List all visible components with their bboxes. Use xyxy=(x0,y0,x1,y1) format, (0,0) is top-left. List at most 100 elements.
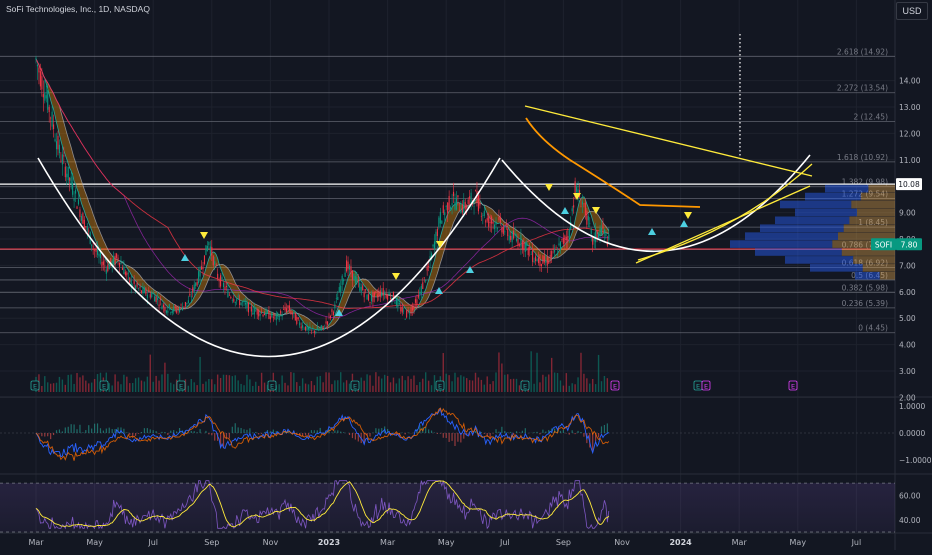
candle-body xyxy=(399,303,400,304)
time-tick-label: 2023 xyxy=(318,538,340,547)
candle-body xyxy=(432,245,433,247)
candle-body xyxy=(243,301,244,303)
candle-body xyxy=(356,277,357,283)
candle-body xyxy=(232,300,233,301)
candle-body xyxy=(437,229,438,236)
macd-histogram-bar xyxy=(38,433,39,434)
ema-fast xyxy=(36,59,609,330)
profile-bar xyxy=(844,224,895,232)
candle-body xyxy=(384,293,385,294)
candle-body xyxy=(515,234,516,235)
candle-body xyxy=(371,295,372,301)
volume-bar xyxy=(507,374,508,392)
price-axis[interactable]: 14.0013.0012.0011.0010.009.008.007.006.0… xyxy=(871,77,922,403)
candle-body xyxy=(106,270,107,274)
macd-histogram-bar xyxy=(88,425,89,433)
candle-body xyxy=(466,205,467,208)
candle-body xyxy=(179,308,180,312)
candle-body xyxy=(311,330,312,331)
macd-histogram-bar xyxy=(425,427,426,433)
candle-body xyxy=(84,220,85,229)
candle-body xyxy=(416,299,417,307)
macd-histogram-bar xyxy=(82,432,83,433)
candle-body xyxy=(214,261,215,264)
candle-body xyxy=(79,209,80,216)
candle-body xyxy=(601,228,602,235)
candle-body xyxy=(333,312,334,315)
macd-histogram-bar xyxy=(334,430,335,433)
volume-bar xyxy=(235,375,236,392)
macd-histogram-bar xyxy=(138,433,139,434)
volume-bar xyxy=(53,383,54,392)
candle-body xyxy=(205,245,206,255)
macd-histogram-bar xyxy=(317,430,318,433)
macd-histogram-bar xyxy=(100,428,101,433)
candle-body xyxy=(117,258,118,261)
profile-bar xyxy=(861,193,895,201)
candle-body xyxy=(389,293,390,294)
candle-body xyxy=(525,242,526,252)
volume-bar xyxy=(50,384,51,392)
candle-body xyxy=(402,307,403,313)
volume-bar xyxy=(82,375,83,392)
candle-body xyxy=(447,203,448,214)
earnings-label: E xyxy=(438,383,442,391)
candle-body xyxy=(377,295,378,298)
drawings[interactable] xyxy=(38,106,812,357)
macd-histogram-bar xyxy=(56,430,57,433)
candle-body xyxy=(339,287,340,292)
candle-body xyxy=(54,139,55,141)
candle-body xyxy=(308,328,309,330)
candle-body xyxy=(293,311,294,313)
candle-body xyxy=(81,216,82,221)
candle-body xyxy=(173,307,174,312)
candle-body xyxy=(406,310,407,317)
candle-body xyxy=(62,154,63,164)
candle-body xyxy=(210,246,211,254)
candle-body xyxy=(195,283,196,286)
candle-body xyxy=(608,234,609,239)
candle-body xyxy=(563,238,564,244)
volume-bar xyxy=(460,375,461,392)
macd-histogram-bar xyxy=(126,432,127,433)
candle-body xyxy=(494,225,495,229)
candle-body xyxy=(241,303,242,305)
candle-body xyxy=(226,286,227,287)
volume-bar xyxy=(410,379,411,392)
candle-body xyxy=(334,304,335,307)
candle-body xyxy=(387,295,388,300)
candle-body xyxy=(191,296,192,297)
volume-bar xyxy=(416,385,417,392)
volume-bar xyxy=(457,377,458,392)
candle-body xyxy=(282,315,283,317)
volume-bar xyxy=(196,385,197,392)
macd-tick-label: 0.0000 xyxy=(899,429,925,438)
candle-body xyxy=(381,293,382,296)
volume-bar xyxy=(498,352,499,392)
currency-button[interactable]: USD xyxy=(896,2,928,20)
time-tick-label: Jul xyxy=(851,538,862,547)
candle-body xyxy=(497,228,498,229)
sell-signal-icon xyxy=(545,184,553,191)
candle-body xyxy=(115,256,116,265)
candle-body xyxy=(151,294,152,297)
macd-histogram-bar xyxy=(343,432,344,433)
candle-body xyxy=(528,248,529,256)
candle-body xyxy=(219,280,220,282)
volume-bar xyxy=(407,376,408,392)
volume-bar xyxy=(566,373,567,392)
candle-body xyxy=(413,306,414,310)
candle-body xyxy=(544,256,545,262)
candle-body xyxy=(509,236,510,241)
volume-bar xyxy=(451,381,452,392)
candle-body xyxy=(317,327,318,330)
candle-body xyxy=(178,308,179,310)
macd-histogram-bar xyxy=(76,429,77,433)
volume-bar xyxy=(557,373,558,392)
candle-body xyxy=(249,303,250,304)
volume-bar xyxy=(372,386,373,392)
